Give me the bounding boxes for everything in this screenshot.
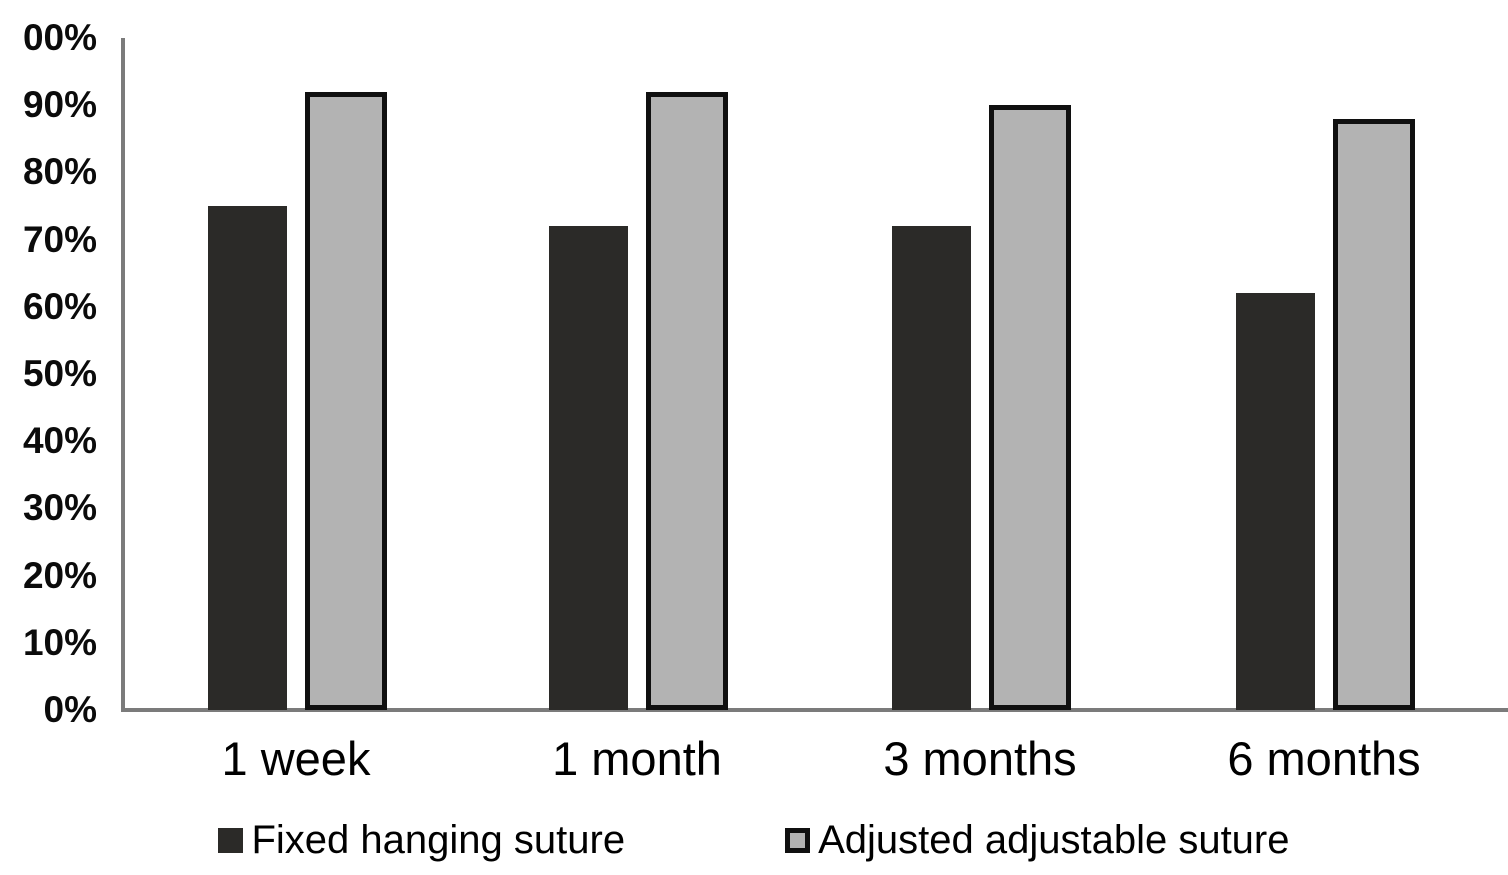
legend: Fixed hanging suture Adjusted adjustable… bbox=[0, 812, 1508, 868]
y-axis-line bbox=[121, 38, 125, 712]
x-category-label: 6 months bbox=[1227, 732, 1421, 785]
bar-fixed-6-months bbox=[1236, 293, 1315, 710]
y-tick-label: 70% bbox=[22, 219, 97, 260]
x-axis-line bbox=[121, 708, 1508, 712]
y-tick-label: 90% bbox=[22, 84, 97, 125]
legend-item-adjusted: Adjusted adjustable suture bbox=[785, 817, 1290, 863]
y-tick-label: 40% bbox=[22, 420, 97, 461]
legend-label-fixed: Fixed hanging suture bbox=[251, 817, 626, 862]
x-category-label: 3 months bbox=[883, 732, 1077, 785]
legend-label-adjusted: Adjusted adjustable suture bbox=[818, 817, 1290, 862]
bar-fixed-1-week bbox=[208, 206, 287, 710]
y-tick-label: 10% bbox=[22, 622, 97, 663]
legend-item-fixed: Fixed hanging suture bbox=[218, 818, 625, 863]
bar-fixed-1-month bbox=[549, 226, 628, 710]
y-tick-label: 60% bbox=[22, 286, 97, 327]
bar-adjusted-3-months bbox=[989, 105, 1071, 710]
x-category-label: 1 week bbox=[221, 732, 371, 785]
bar-adjusted-1-month bbox=[646, 92, 728, 710]
legend-marker-adjusted bbox=[785, 827, 811, 853]
y-tick-label: 0% bbox=[43, 689, 97, 730]
x-category-label: 1 month bbox=[552, 732, 722, 785]
y-tick-label: 80% bbox=[22, 151, 97, 192]
y-tick-label: 00% bbox=[22, 17, 97, 58]
bar-adjusted-6-months bbox=[1333, 119, 1415, 710]
legend-marker-fixed bbox=[218, 827, 244, 853]
y-tick-label: 30% bbox=[22, 487, 97, 528]
y-tick-label: 20% bbox=[22, 555, 97, 596]
bar-fixed-3-months bbox=[892, 226, 971, 710]
y-tick-label: 50% bbox=[22, 353, 97, 394]
bar-adjusted-1-week bbox=[305, 92, 387, 710]
